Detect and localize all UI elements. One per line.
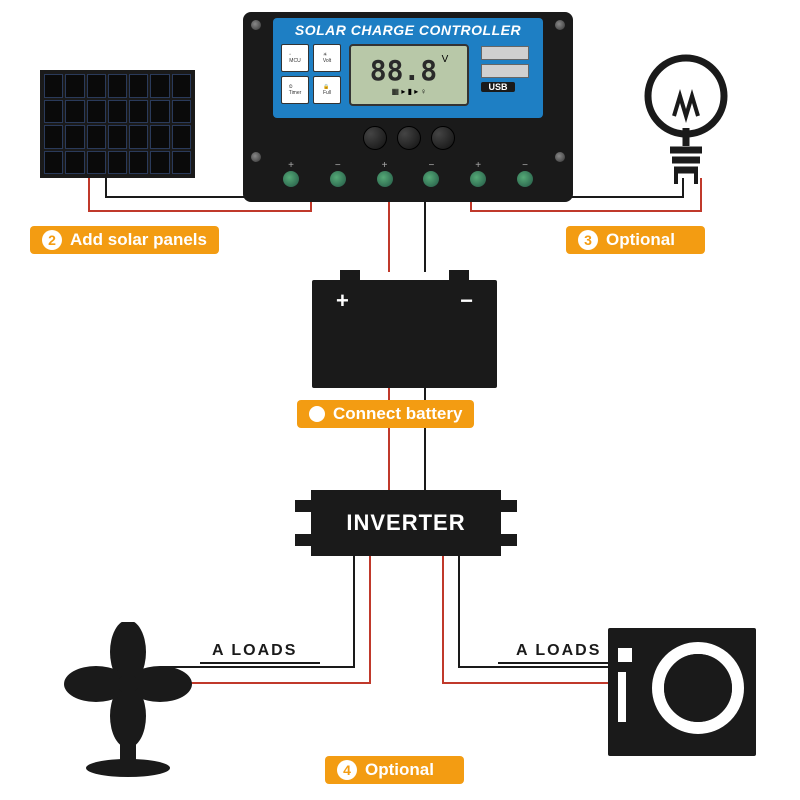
cooker-icon — [608, 628, 756, 756]
fan-icon — [58, 622, 198, 777]
menu-knob[interactable] — [363, 126, 387, 150]
inverter-icon: INVERTER — [311, 490, 501, 556]
tag-step3: 3 Optional — [566, 226, 705, 254]
usb-ports: USB — [481, 46, 535, 92]
voltage-icon: ☀Volt — [313, 44, 341, 72]
loads-label-right: A LOADS — [516, 642, 601, 660]
dot-icon — [309, 406, 325, 422]
down-knob[interactable] — [431, 126, 455, 150]
up-knob[interactable] — [397, 126, 421, 150]
tag-step4: 4 Optional — [325, 756, 464, 784]
mcu-icon: ▫MCU — [281, 44, 309, 72]
controller-title: SOLAR CHARGE CONTROLLER — [273, 18, 543, 38]
tag-step2: 2 Add solar panels — [30, 226, 219, 254]
solar-panel-icon — [40, 70, 195, 178]
lcd-display: 88.8 V ▦ ▸ ▮ ▸ ♀ — [349, 44, 469, 106]
light-bulb-icon — [634, 46, 739, 186]
timer-icon: ⏲Timer — [281, 76, 309, 104]
protect-icon: 🔒Full — [313, 76, 341, 104]
tag-step1: Connect battery — [297, 400, 474, 428]
battery-icon: + − — [312, 280, 497, 388]
loads-label-left: A LOADS — [212, 642, 297, 660]
charge-controller: SOLAR CHARGE CONTROLLER ▫MCU ☀Volt ⏲Time… — [243, 12, 573, 202]
